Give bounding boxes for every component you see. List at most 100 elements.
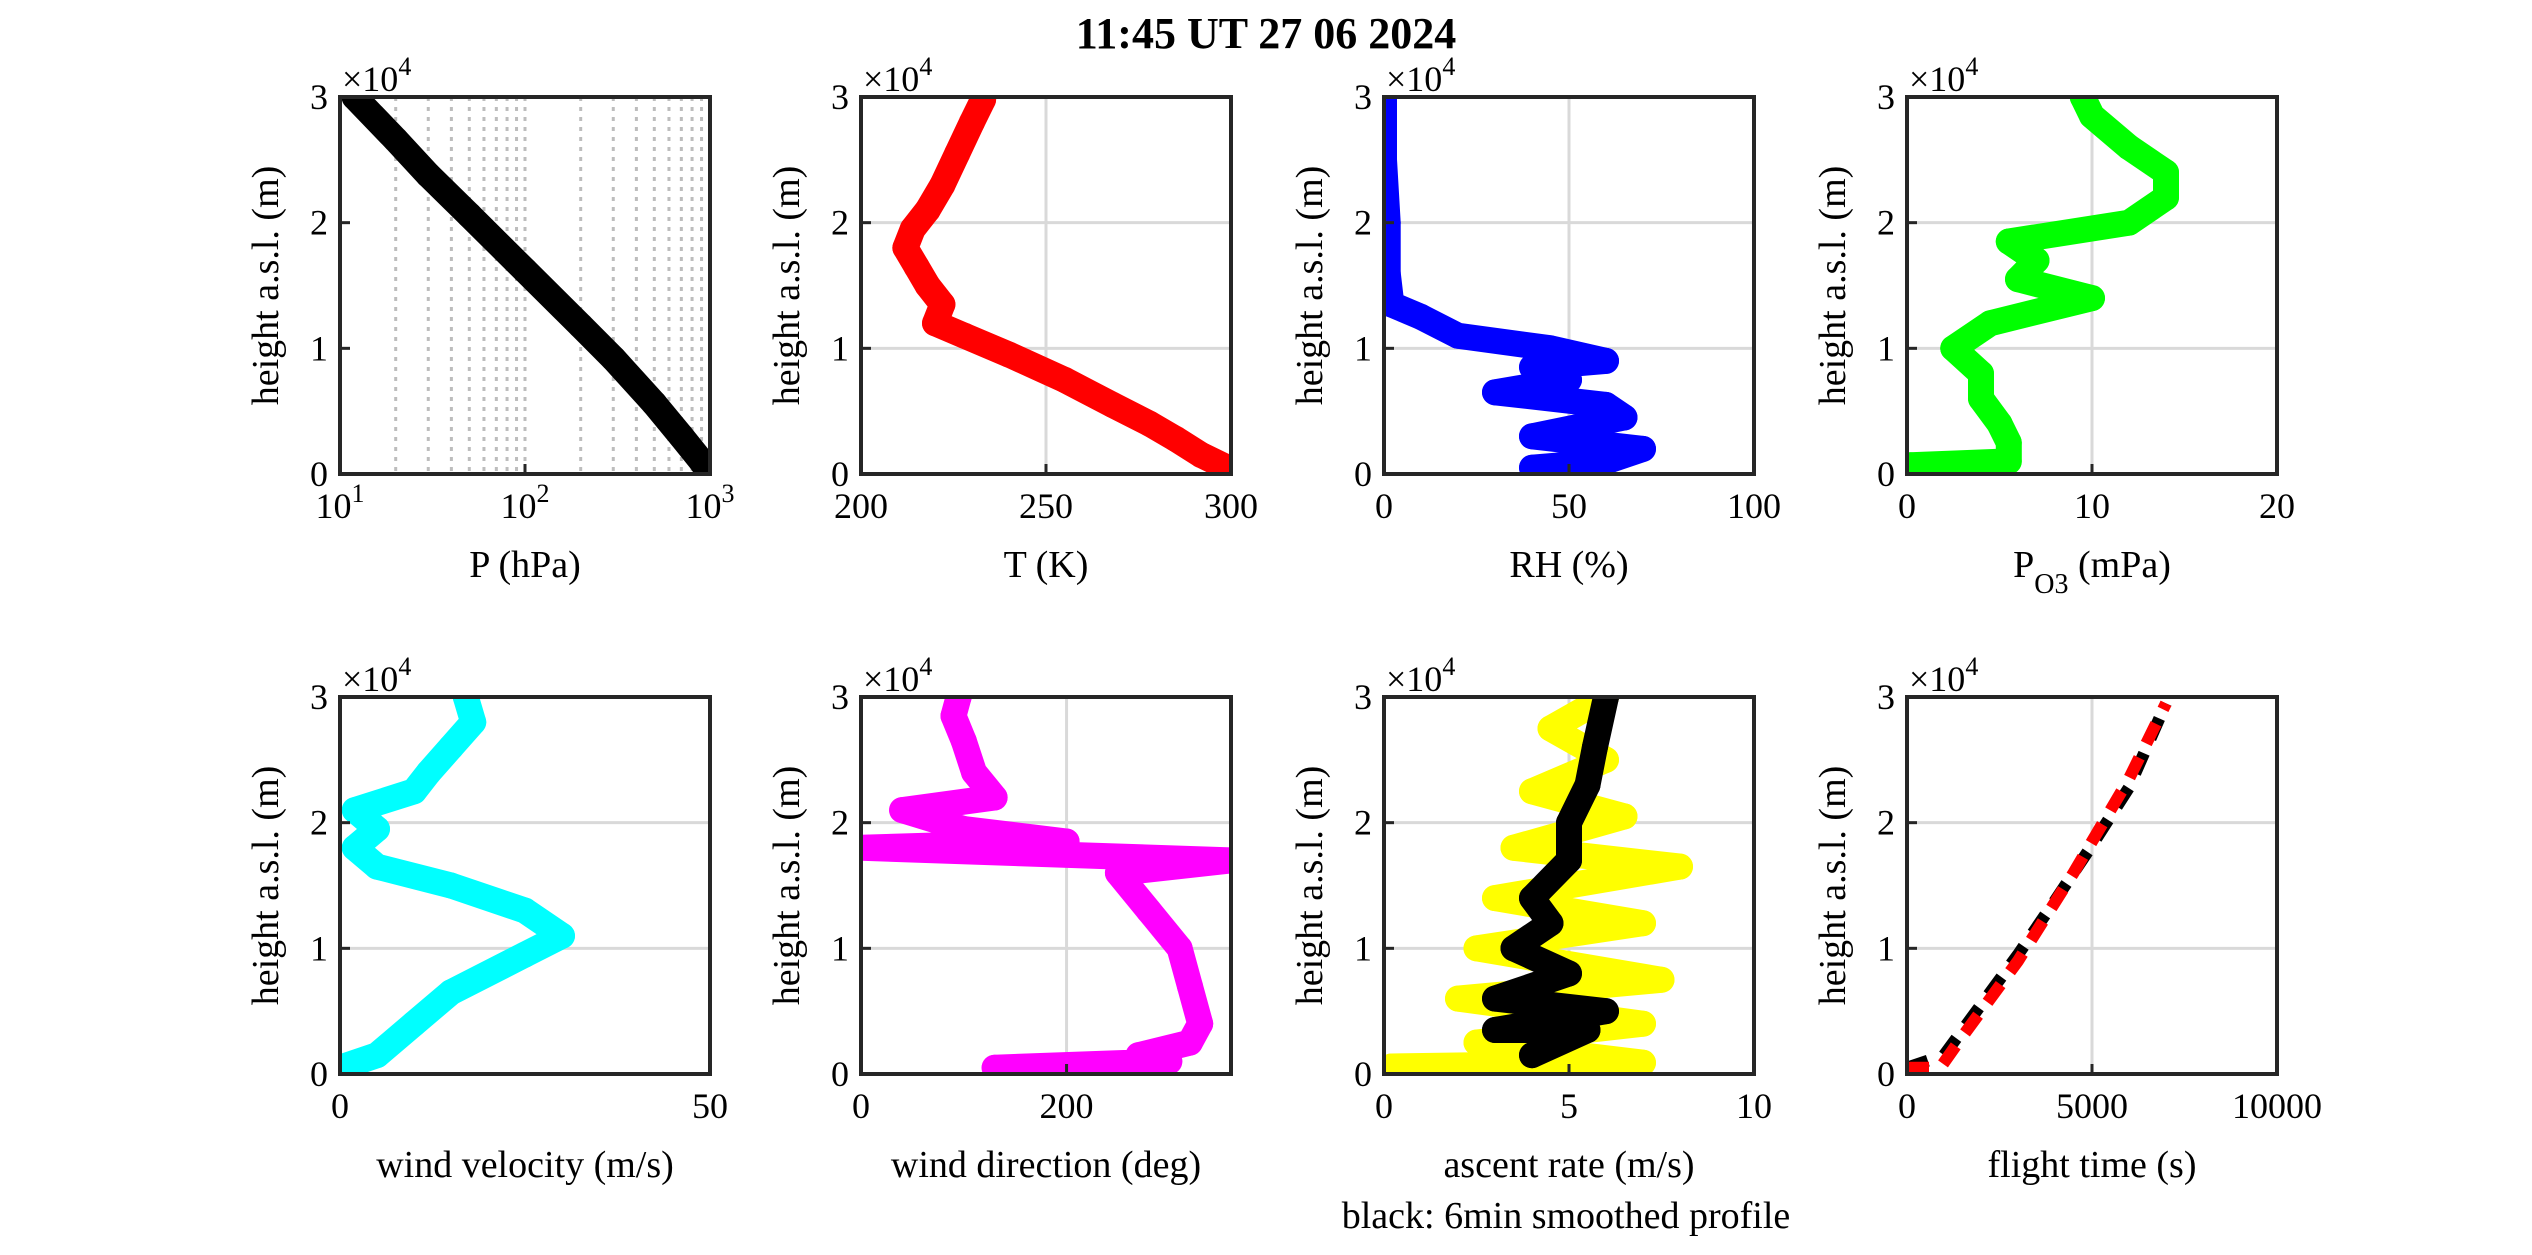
data-point <box>899 215 926 242</box>
data-point <box>1630 1049 1656 1074</box>
data-point <box>1574 1017 1601 1044</box>
data-point <box>2116 134 2142 161</box>
data-point <box>1482 985 1508 1012</box>
x-tick-label: 50 <box>692 1086 728 1126</box>
data-point <box>1104 859 1131 886</box>
data-point <box>1968 385 1994 412</box>
y-tick-label: 3 <box>1877 677 1895 717</box>
y-axis-label: height a.s.l. (m) <box>1812 166 1854 406</box>
data-point <box>1156 1048 1183 1074</box>
data-point <box>1166 935 1193 962</box>
y-tick-label: 1 <box>1877 328 1895 368</box>
data-series <box>1907 97 2179 474</box>
smoothing-note: black: 6min smoothed profile <box>1342 1195 1791 1237</box>
grid <box>338 695 712 1076</box>
y-axis-label: height a.s.l. (m) <box>766 766 808 1006</box>
data-point <box>438 979 464 1006</box>
data-point <box>415 161 442 188</box>
y-multiplier: ×104 <box>863 52 932 99</box>
data-point <box>959 109 985 136</box>
data-point <box>945 697 972 710</box>
y-tick-label: 3 <box>310 677 328 717</box>
x-axis-label: wind velocity (m/s) <box>376 1144 674 1186</box>
x-axis-label: P (hPa) <box>469 544 581 586</box>
data-point <box>341 834 368 861</box>
data-point <box>668 423 695 450</box>
y-tick-label: 1 <box>1877 928 1895 968</box>
data-point <box>1977 310 2004 337</box>
data-point <box>1611 803 1638 830</box>
x-tick-label: 0 <box>1898 486 1916 526</box>
data-point <box>1135 897 1162 924</box>
y-tick-label: 2 <box>310 203 328 243</box>
x-tick-label: 0 <box>1375 486 1393 526</box>
data-point <box>1482 379 1508 406</box>
y-tick-label: 2 <box>310 803 328 843</box>
data-point <box>341 97 368 110</box>
y-tick-label: 3 <box>1877 77 1895 117</box>
x-tick-label: 200 <box>834 486 888 526</box>
y-multiplier: ×104 <box>342 652 411 699</box>
data-series <box>1384 697 1693 1074</box>
data-series <box>1907 700 2172 1074</box>
data-point <box>1995 228 2022 255</box>
data-point <box>2153 159 2179 186</box>
y-multiplier: ×104 <box>1909 52 1978 99</box>
data-series <box>861 697 1231 1074</box>
panel-1: 101 102 103 0 1 2 3 ×104 height a.s.l. (m) P (hPa… <box>245 52 735 586</box>
x-tick-label: 0 <box>1898 1086 1916 1126</box>
y-tick-label: 2 <box>1354 203 1372 243</box>
data-point <box>944 140 971 167</box>
data-point <box>1556 809 1582 836</box>
data-point <box>1384 291 1405 318</box>
grid <box>1905 695 2279 1076</box>
data-point <box>1556 847 1582 874</box>
data-point <box>1611 404 1638 431</box>
data-point <box>1537 335 1564 362</box>
data-point <box>1593 391 1619 418</box>
y-tick-label: 0 <box>1877 454 1895 494</box>
y-tick-label: 1 <box>831 328 849 368</box>
y-multiplier: ×104 <box>342 52 411 99</box>
y-axis-label: height a.s.l. (m) <box>766 166 808 406</box>
data-point <box>914 197 941 224</box>
data-point <box>1519 454 1545 474</box>
data-point <box>1667 853 1693 880</box>
data-point <box>1519 423 1545 450</box>
panel-4: 0 10 20 0 1 2 3 ×104 height a.s.l. (m) PO3 (mPa) <box>1812 52 2295 600</box>
x-tick-label: 101 <box>316 479 365 526</box>
data-point <box>1099 391 1126 418</box>
panel-5: 0 50 0 1 2 3 ×104 height a.s.l. (m) wind velocit… <box>245 652 728 1186</box>
x-axis-label: RH (%) <box>1509 544 1628 586</box>
y-tick-label: 0 <box>310 454 328 494</box>
data-point <box>1176 973 1203 1000</box>
data-point <box>512 257 538 284</box>
data-point <box>1384 1053 1405 1074</box>
data-point <box>889 797 916 824</box>
data-point <box>641 390 668 417</box>
data-point <box>2116 209 2142 236</box>
y-tick-label: 0 <box>310 1054 328 1094</box>
y-tick-label: 1 <box>310 928 328 968</box>
data-point <box>1188 442 1215 469</box>
y-tick-label: 1 <box>310 328 328 368</box>
data-point <box>1556 366 1582 393</box>
data-point <box>1537 715 1564 742</box>
y-multiplier: ×104 <box>1386 52 1455 99</box>
y-tick-label: 3 <box>310 77 328 117</box>
data-point <box>1907 452 1924 474</box>
data-point <box>1519 1042 1545 1069</box>
y-tick-label: 1 <box>1354 928 1372 968</box>
grid <box>859 695 1231 1076</box>
y-tick-label: 0 <box>1877 1054 1895 1094</box>
axes-frame <box>859 695 1233 1076</box>
data-point <box>1593 697 1619 710</box>
y-tick-label: 1 <box>1354 328 1372 368</box>
data-point <box>341 797 368 824</box>
data-point <box>970 97 997 113</box>
data-point <box>364 853 390 880</box>
panel-8: 0 5000 10000 0 1 2 3 ×104 height a.s.l. (m) fligh… <box>1812 652 2322 1186</box>
data-point <box>1986 410 2013 437</box>
data-point <box>1053 828 1080 855</box>
